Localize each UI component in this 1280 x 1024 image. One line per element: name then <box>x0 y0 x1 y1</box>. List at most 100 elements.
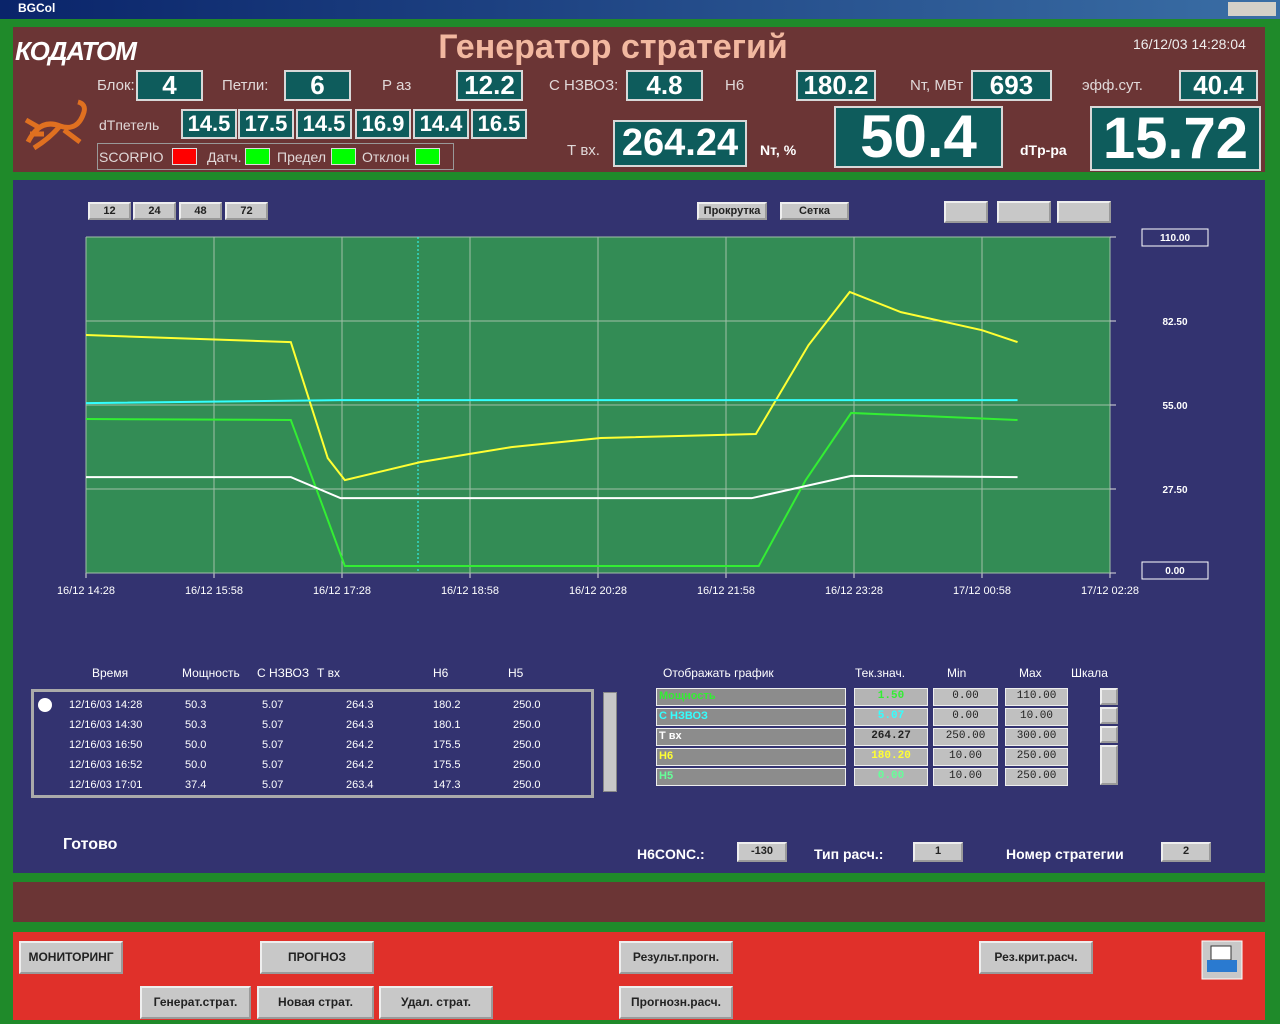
graph-name[interactable]: Мощность <box>656 688 846 706</box>
nav-button[interactable]: Новая страт. <box>257 986 374 1019</box>
table-frame <box>31 689 594 798</box>
y-tick-label: 110.00 <box>1160 233 1190 244</box>
indicator-lamp <box>245 148 270 165</box>
table-scrollbar[interactable] <box>603 692 617 792</box>
param-value: -130 <box>737 842 787 862</box>
period-button[interactable]: 24 <box>133 202 176 220</box>
grid-button[interactable]: Сетка <box>780 202 849 220</box>
table-header: Н6 <box>433 666 449 680</box>
series-line <box>85 399 1018 405</box>
param-label: Тип расч.: <box>814 846 884 862</box>
chart-nav-button[interactable] <box>997 201 1051 223</box>
indicator-label: Отклон <box>362 149 410 165</box>
period-button[interactable]: 72 <box>225 202 268 220</box>
field-label: Н6 <box>725 77 745 94</box>
series-line <box>85 290 1018 482</box>
dt-loop-value: 16.9 <box>355 109 411 139</box>
window-title: BGCol <box>18 1 56 15</box>
field-label: Р аз <box>382 77 412 94</box>
dt-loop-value: 16.5 <box>471 109 527 139</box>
field-value: 12.2 <box>456 70 523 101</box>
x-tick-label: 16/12 17:28 <box>313 585 371 597</box>
dt-loop-value: 14.4 <box>413 109 469 139</box>
scale-button[interactable] <box>1100 726 1118 743</box>
dt-loops-label: dTпетель <box>99 117 160 133</box>
dt-loop-value: 14.5 <box>296 109 352 139</box>
field-value: 180.2 <box>796 70 876 101</box>
table-cell: 250.0 <box>513 699 541 711</box>
x-tick-label: 17/12 00:58 <box>953 585 1011 597</box>
table-header: Т вх <box>317 666 341 680</box>
scale-button[interactable] <box>1100 707 1118 724</box>
table-cell: 250.0 <box>513 719 541 731</box>
t-in-value: 264.24 <box>613 120 747 167</box>
table-cell: 5.07 <box>262 739 284 751</box>
graph-current: 5.07 <box>854 708 928 726</box>
graph-name[interactable]: Н6 <box>656 748 846 766</box>
field-label: Nт, МВт <box>910 77 964 94</box>
indicator-label: Датч. <box>207 149 242 165</box>
x-tick-label: 16/12 20:28 <box>569 585 627 597</box>
table-cell: 175.5 <box>433 759 461 771</box>
nav-button[interactable]: МОНИТОРИНГ <box>19 941 123 974</box>
table-cell: 250.0 <box>513 739 541 751</box>
datetime: 16/12/03 14:28:04 <box>1133 36 1246 52</box>
graph-max: 110.00 <box>1005 688 1068 706</box>
field-label: Петли: <box>222 77 269 94</box>
nav-button[interactable]: Прогнозн.расч. <box>619 986 733 1019</box>
print-button[interactable] <box>1201 940 1243 980</box>
scale-button[interactable] <box>1100 745 1118 785</box>
table-cell: 180.1 <box>433 719 461 731</box>
chart-nav-button[interactable] <box>944 201 988 223</box>
table-cell: 37.4 <box>185 779 207 791</box>
scorpion-icon <box>24 99 87 151</box>
y-label-box <box>1141 228 1209 247</box>
nav-button[interactable]: ПРОГНОЗ <box>260 941 374 974</box>
graph-max: 250.00 <box>1005 768 1068 786</box>
graph-current: 264.27 <box>854 728 928 746</box>
nt-pct-label: Nт, % <box>760 142 797 158</box>
param-label: Номер стратегии <box>1006 846 1124 862</box>
table-cell: 263.4 <box>346 779 374 791</box>
param-value: 2 <box>1161 842 1211 862</box>
table-cell: 250.0 <box>513 779 541 791</box>
nav-button[interactable]: Рез.крит.расч. <box>979 941 1093 974</box>
x-tick-label: 16/12 18:58 <box>441 585 499 597</box>
graph-max: 300.00 <box>1005 728 1068 746</box>
x-tick-label: 16/12 15:58 <box>185 585 243 597</box>
graph-name[interactable]: С НЗВОЗ <box>656 708 846 726</box>
scroll-button[interactable]: Прокрутка <box>697 202 767 220</box>
graph-min: 0.00 <box>933 688 998 706</box>
y-tick-label: 0.00 <box>1165 566 1185 577</box>
graph-max: 250.00 <box>1005 748 1068 766</box>
scale-button[interactable] <box>1100 688 1118 705</box>
period-button[interactable]: 48 <box>179 202 222 220</box>
param-label: H6CONC.: <box>637 846 705 862</box>
dt-loop-value: 17.5 <box>238 109 294 139</box>
graph-min: 0.00 <box>933 708 998 726</box>
graph-min: 10.00 <box>933 768 998 786</box>
graph-name[interactable]: Т вх <box>656 728 846 746</box>
dt-pa-label: dTp-pa <box>1020 142 1067 158</box>
period-button[interactable]: 12 <box>88 202 131 220</box>
graph-name[interactable]: Н5 <box>656 768 846 786</box>
logo: КОДАТОМ <box>15 36 137 66</box>
indicator-label: SCORPIO <box>99 149 164 165</box>
graph-current: 1.50 <box>854 688 928 706</box>
nav-button[interactable]: Результ.прогн. <box>619 941 733 974</box>
y-tick-label: 27.50 <box>1162 485 1187 496</box>
nav-button[interactable]: Удал. страт. <box>379 986 493 1019</box>
table-cell: 12/16/03 16:52 <box>69 759 143 771</box>
graph-min: 250.00 <box>933 728 998 746</box>
dt-pa-value: 15.72 <box>1090 106 1261 171</box>
window-controls[interactable] <box>1228 2 1276 16</box>
param-value: 1 <box>913 842 963 862</box>
table-cell: 12/16/03 14:30 <box>69 719 143 731</box>
x-tick-label: 16/12 23:28 <box>825 585 883 597</box>
field-label: С НЗВОЗ: <box>549 77 619 94</box>
nav-button[interactable]: Генерат.страт. <box>140 986 251 1019</box>
series-line <box>85 411 1018 567</box>
chart-nav-button[interactable] <box>1057 201 1111 223</box>
table-cell: 12/16/03 17:01 <box>69 779 143 791</box>
